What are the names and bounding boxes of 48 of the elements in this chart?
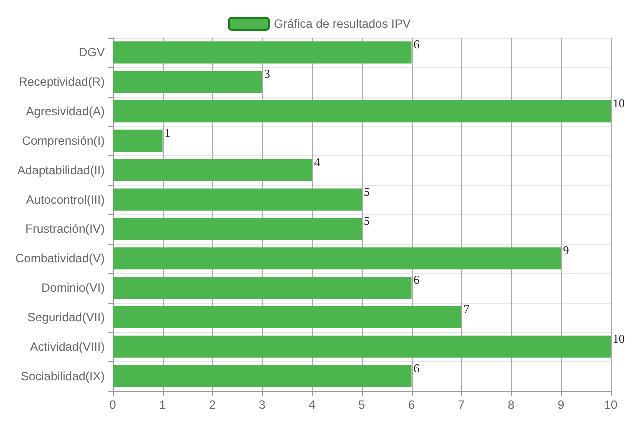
- data-label: 10: [613, 96, 625, 111]
- data-label: 7: [464, 302, 470, 316]
- data-label: 6: [414, 361, 420, 376]
- bar: [113, 365, 412, 388]
- y-tick-label: Seguridad(VII): [28, 310, 105, 324]
- bar: [113, 188, 362, 211]
- data-label: 4: [314, 155, 320, 170]
- y-tick-label: Adaptabilidad(II): [18, 163, 105, 178]
- data-label: 6: [414, 273, 420, 288]
- legend-label: Gráfica de resultados IPV: [274, 17, 411, 31]
- x-tick-label: 7: [458, 398, 466, 412]
- bar: [113, 42, 412, 64]
- bar: [113, 306, 462, 328]
- x-tick-label: 3: [259, 398, 266, 412]
- bar: [113, 71, 262, 94]
- y-tick-label: Frustración(IV): [26, 222, 105, 236]
- y-tick-label: Comprensión(I): [22, 134, 105, 148]
- y-tick-label: DGV: [78, 46, 105, 60]
- x-tick-label: 1: [159, 398, 166, 412]
- bar: [113, 100, 611, 123]
- x-tick-label: 4: [308, 398, 316, 412]
- x-tick-label: 10: [604, 398, 618, 412]
- data-label: 10: [613, 332, 625, 346]
- y-tick-label: Autocontrol(III): [26, 192, 105, 207]
- data-label: 5: [364, 214, 370, 228]
- x-tick-label: 9: [558, 398, 565, 412]
- y-tick-label: Combatividad(V): [16, 252, 105, 266]
- x-tick-label: 0: [110, 398, 117, 412]
- data-label: 3: [264, 67, 270, 82]
- data-label: 5: [364, 184, 370, 199]
- bar: [113, 159, 312, 182]
- x-tick-label: 8: [508, 398, 516, 412]
- y-tick-label: Agresividad(A): [26, 104, 105, 119]
- bar: [113, 130, 163, 152]
- bar: [113, 218, 362, 240]
- x-tick-label: 6: [408, 398, 416, 412]
- x-tick-label: 5: [358, 398, 366, 412]
- bar: [113, 277, 412, 300]
- bar: [113, 336, 611, 358]
- data-label: 1: [164, 126, 171, 140]
- bar: [113, 248, 562, 270]
- y-tick-label: Dominio(VI): [42, 281, 105, 296]
- y-tick-label: Receptividad(R): [18, 75, 105, 90]
- data-label: 9: [563, 244, 570, 258]
- data-label: 6: [414, 38, 420, 52]
- x-tick-label: 2: [209, 398, 216, 412]
- y-tick-label: Actividad(VIII): [30, 340, 105, 354]
- y-tick-label: Sociabilidad(IX): [20, 369, 105, 384]
